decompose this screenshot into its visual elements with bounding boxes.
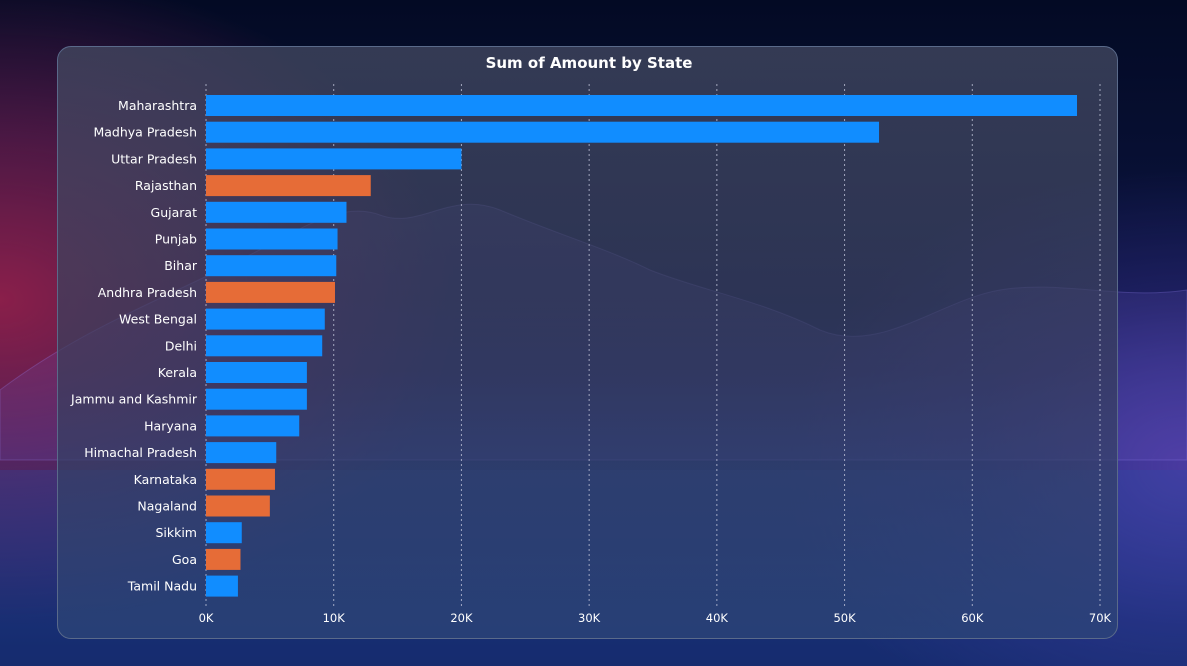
bars bbox=[206, 95, 1078, 597]
bar[interactable] bbox=[206, 308, 325, 330]
category-label: Haryana bbox=[144, 418, 197, 433]
bar[interactable] bbox=[206, 175, 371, 197]
bar[interactable] bbox=[206, 281, 335, 303]
x-tick-label: 50K bbox=[833, 611, 856, 625]
category-label: Andhra Pradesh bbox=[98, 285, 197, 300]
bar[interactable] bbox=[206, 228, 338, 250]
category-label: Sikkim bbox=[155, 525, 197, 540]
bar[interactable] bbox=[206, 388, 307, 410]
chart-visual[interactable]: Sum of Amount by State Maharashtra Madhya… bbox=[57, 46, 1118, 639]
category-label: Kerala bbox=[158, 365, 197, 380]
x-tick-label: 70K bbox=[1089, 611, 1112, 625]
bar[interactable] bbox=[206, 468, 275, 490]
bar[interactable] bbox=[206, 415, 300, 437]
bar[interactable] bbox=[206, 495, 270, 517]
bar[interactable] bbox=[206, 255, 337, 277]
category-label: Jammu and Kashmir bbox=[70, 392, 198, 407]
category-label: Himachal Pradesh bbox=[84, 445, 197, 460]
x-tick-label: 40K bbox=[706, 611, 729, 625]
category-label: Maharashtra bbox=[118, 98, 197, 113]
category-label: Nagaland bbox=[137, 499, 197, 514]
category-label: West Bengal bbox=[119, 312, 197, 327]
category-label: Delhi bbox=[165, 338, 197, 353]
category-labels: Maharashtra Madhya Pradesh Uttar Pradesh Ra… bbox=[70, 98, 198, 594]
category-label: Madhya Pradesh bbox=[93, 125, 197, 140]
category-label: Rajasthan bbox=[135, 178, 197, 193]
bar[interactable] bbox=[206, 95, 1078, 116]
x-tick-label: 30K bbox=[578, 611, 601, 625]
x-tick-label: 60K bbox=[961, 611, 984, 625]
bar[interactable] bbox=[206, 148, 462, 170]
bar-chart: Sum of Amount by State Maharashtra Madhya… bbox=[70, 54, 1112, 625]
bar[interactable] bbox=[206, 575, 238, 597]
x-tick-label: 20K bbox=[450, 611, 473, 625]
bar[interactable] bbox=[206, 442, 277, 464]
category-label: Tamil Nadu bbox=[127, 579, 197, 594]
bar[interactable] bbox=[206, 335, 323, 357]
bar[interactable] bbox=[206, 121, 880, 143]
bar[interactable] bbox=[206, 201, 347, 223]
bar[interactable] bbox=[206, 362, 307, 383]
chart-title: Sum of Amount by State bbox=[486, 54, 693, 72]
category-label: Punjab bbox=[155, 232, 197, 247]
category-label: Bihar bbox=[164, 258, 198, 273]
x-tick-label: 10K bbox=[323, 611, 346, 625]
x-axis-ticks: 0K 10K 20K 30K 40K 50K 60K 70K bbox=[199, 611, 1112, 625]
category-label: Karnataka bbox=[134, 472, 197, 487]
category-label: Goa bbox=[172, 552, 197, 567]
x-tick-label: 0K bbox=[199, 611, 214, 625]
category-label: Uttar Pradesh bbox=[111, 151, 197, 166]
category-label: Gujarat bbox=[151, 205, 198, 220]
bar[interactable] bbox=[206, 522, 242, 544]
bar[interactable] bbox=[206, 548, 241, 570]
